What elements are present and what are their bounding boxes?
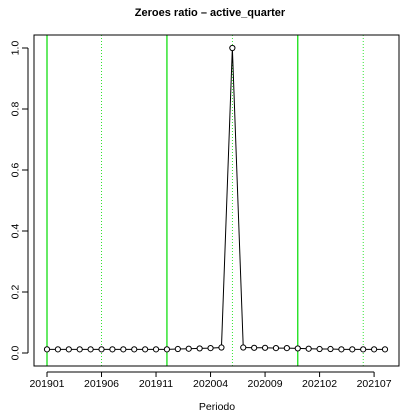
data-point-202101: [305, 345, 312, 352]
data-point-202008: [251, 344, 258, 351]
data-point-202012: [294, 345, 301, 352]
plot-frame: [33, 34, 400, 367]
data-point-202002: [185, 345, 192, 352]
data-point-202103: [327, 345, 334, 353]
series-line: [47, 47, 385, 350]
data-point-201906: [98, 346, 105, 353]
data-point-201910: [142, 346, 149, 353]
data-point-202011: [283, 345, 290, 352]
data-point-202108: [381, 346, 389, 353]
data-point-202102: [316, 345, 323, 353]
data-point-202006: [229, 44, 236, 52]
y-axis: 0.0 0.2 0.4 0.6 0.8 1.0: [10, 41, 29, 361]
y-tick-label-0.6: 0.6: [10, 163, 22, 178]
data-point-201908: [120, 346, 127, 353]
data-point-202001: [174, 345, 181, 353]
data-point-202009: [261, 344, 269, 351]
x-tick-label-201906: 201906: [84, 378, 119, 390]
series-zeroes-ratio: [43, 44, 389, 353]
data-point-202005: [218, 344, 225, 351]
x-tick-label-202102: 202102: [302, 378, 337, 390]
x-tick-label-202004: 202004: [193, 378, 228, 390]
data-point-201909: [131, 346, 138, 353]
data-point-202104: [338, 346, 345, 353]
x-tick-label-201911: 201911: [139, 378, 173, 390]
data-point-202003: [196, 345, 203, 352]
x-tick-label-202107: 202107: [357, 378, 392, 390]
vertical-reference-lines: [46, 35, 364, 366]
data-point-202004: [207, 345, 214, 352]
data-point-201912: [163, 346, 171, 353]
data-point-202107: [370, 346, 378, 353]
data-point-202010: [272, 345, 280, 352]
data-point-201903: [65, 346, 72, 353]
x-tick-label-201901: 201901: [29, 378, 64, 390]
data-point-202106: [360, 346, 367, 353]
y-tick-label-1.0: 1.0: [10, 41, 22, 56]
y-tick-label-0.0: 0.0: [10, 346, 22, 361]
data-point-201905: [87, 346, 94, 353]
data-point-201904: [76, 346, 83, 353]
y-tick-label-0.4: 0.4: [10, 224, 22, 239]
y-tick-label-0.2: 0.2: [10, 285, 22, 300]
data-point-201911: [152, 346, 160, 353]
data-point-201901: [43, 346, 51, 353]
data-point-201907: [109, 346, 116, 353]
data-point-201902: [54, 346, 62, 353]
x-tick-label-202009: 202009: [248, 378, 283, 390]
y-tick-label-0.8: 0.8: [10, 102, 22, 117]
x-axis-label: Periodo: [199, 401, 235, 413]
chart-title: Zeroes ratio – active_quarter: [135, 7, 286, 19]
data-point-202105: [349, 346, 356, 353]
x-axis: 201901 201906 201911 202004 202009 202102 2021…: [29, 371, 392, 390]
data-point-202007: [240, 344, 247, 351]
